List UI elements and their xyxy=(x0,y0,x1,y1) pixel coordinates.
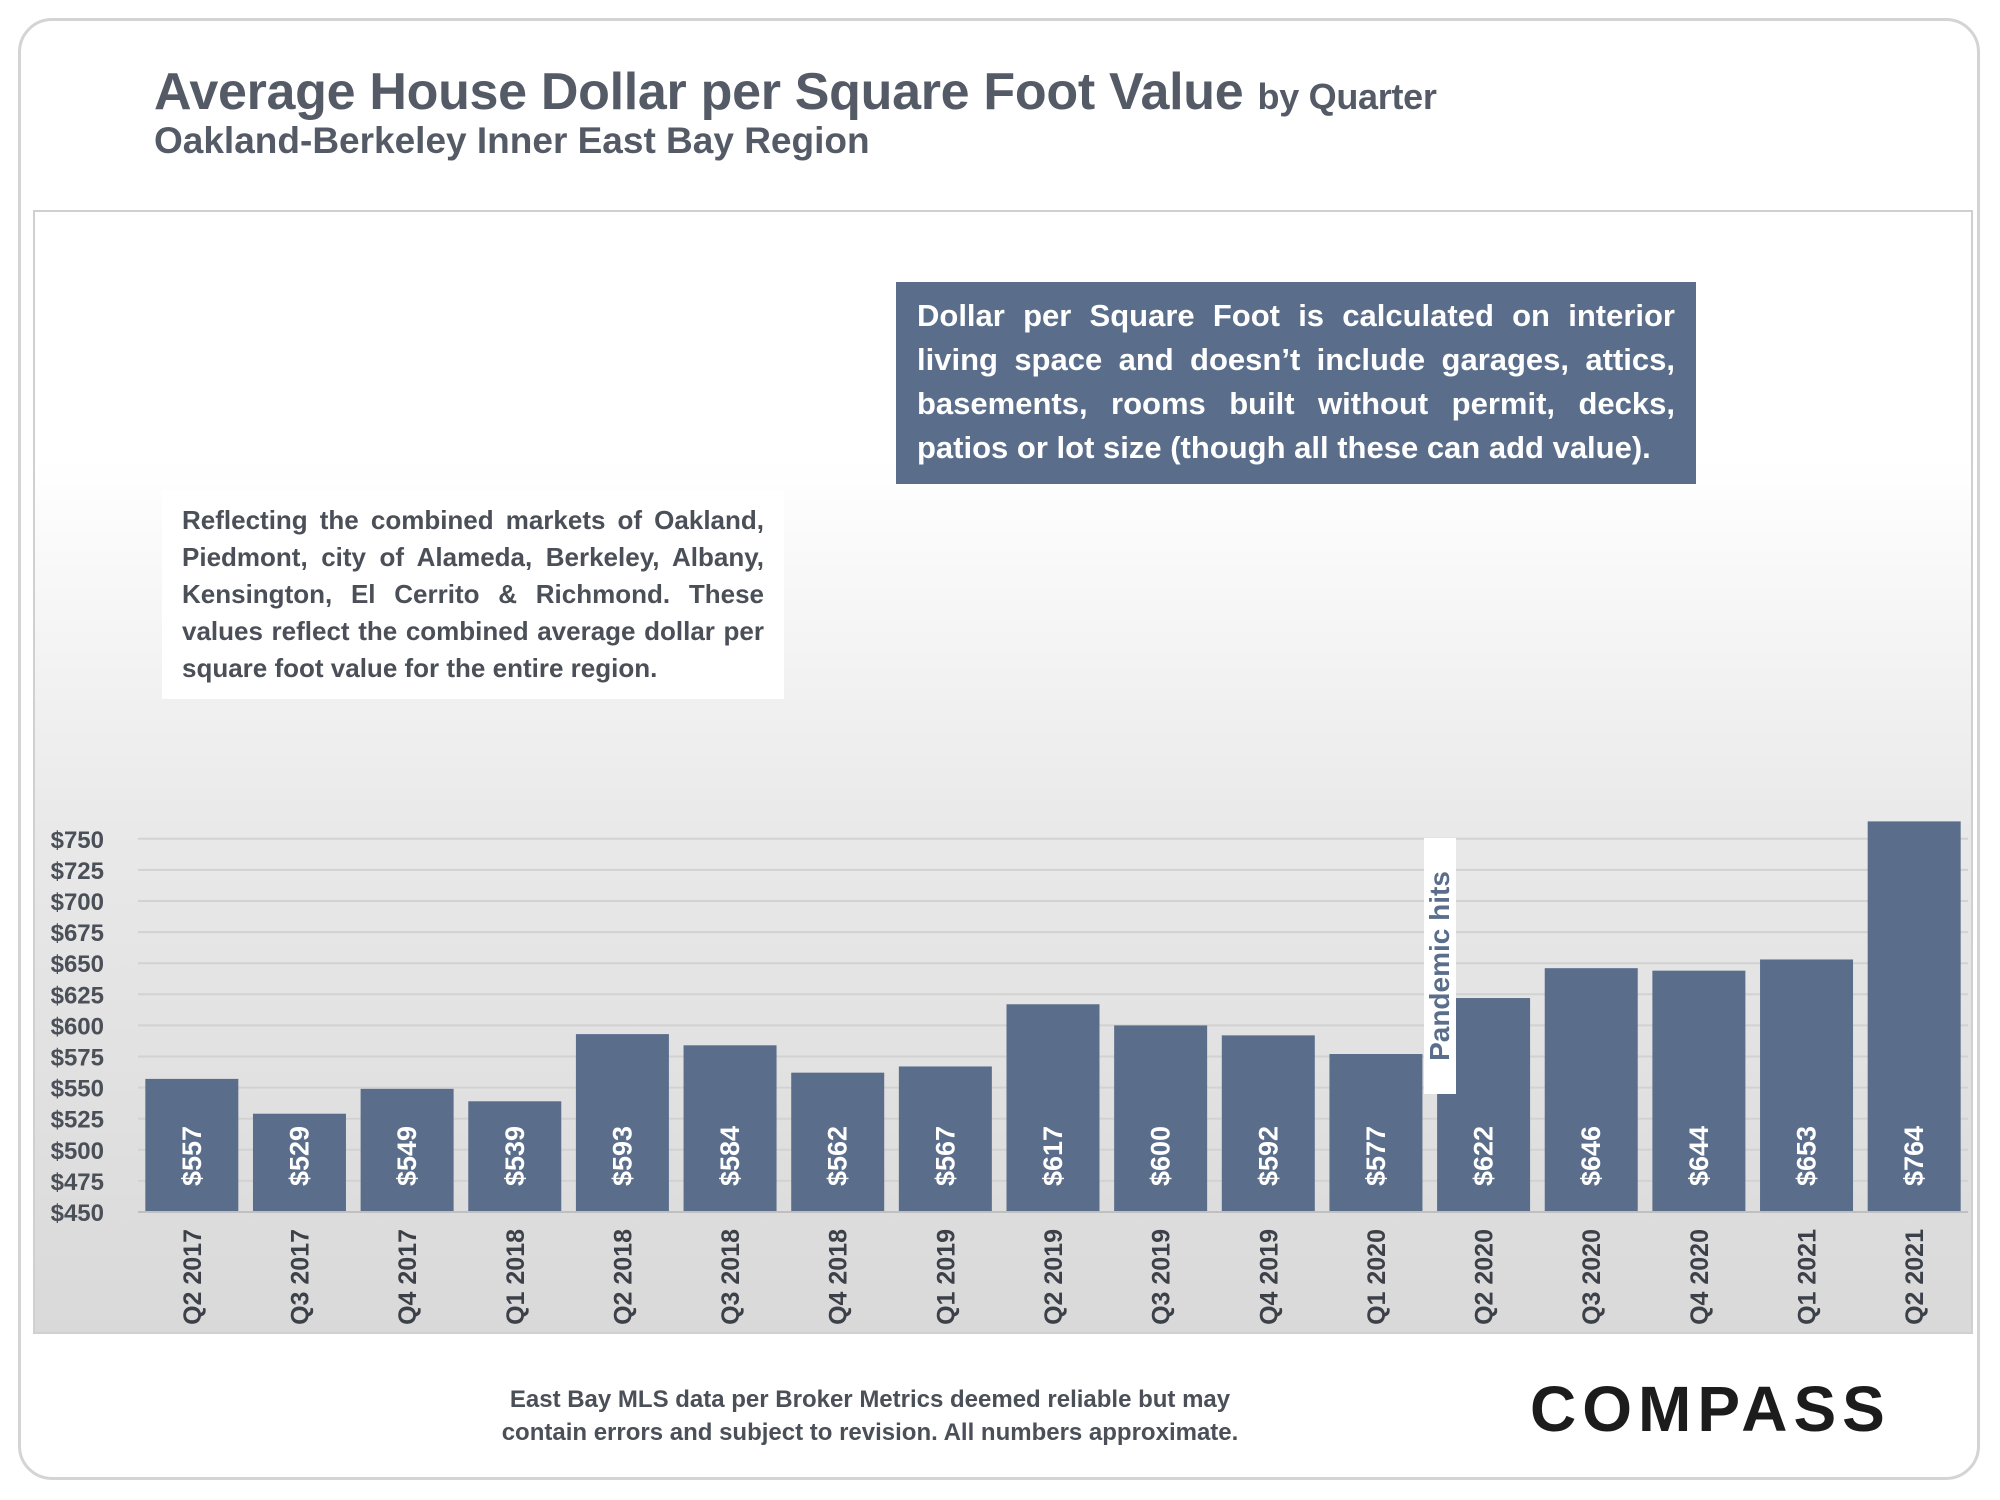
source-footnote-line2: contain errors and subject to revision. … xyxy=(501,1419,1239,1446)
bar xyxy=(683,1045,777,1212)
y-tick-label: $500 xyxy=(51,1138,104,1165)
definition-note: Dollar per Square Foot is calculated on … xyxy=(896,282,1696,484)
y-tick-label: $725 xyxy=(51,858,104,885)
markets-note: Reflecting the combined markets of Oakla… xyxy=(162,490,784,699)
y-tick-label: $550 xyxy=(51,1076,104,1103)
x-tick-label: Q4 2018 xyxy=(825,1229,853,1325)
x-tick-label: Q1 2018 xyxy=(502,1229,530,1325)
chart-subtitle: Oakland-Berkeley Inner East Bay Region xyxy=(154,120,870,161)
y-tick-label: $675 xyxy=(51,920,104,947)
x-tick-label: Q1 2020 xyxy=(1363,1229,1391,1325)
y-tick-label: $625 xyxy=(51,982,104,1009)
x-tick-label: Q4 2020 xyxy=(1686,1229,1714,1325)
bar xyxy=(1221,1035,1315,1212)
bar xyxy=(1760,959,1854,1212)
x-tick-label: Q2 2021 xyxy=(1901,1229,1929,1325)
x-tick-label: Q1 2019 xyxy=(932,1229,960,1325)
bar-value-label: $646 xyxy=(1576,1126,1606,1186)
bar xyxy=(252,1113,346,1212)
bar xyxy=(1329,1054,1423,1212)
bar-value-label: $549 xyxy=(392,1126,422,1186)
y-tick-label: $475 xyxy=(51,1169,104,1196)
bar-value-label: $529 xyxy=(284,1126,314,1186)
x-tick-label: Q3 2018 xyxy=(717,1229,745,1325)
chart-title: Average House Dollar per Square Foot Val… xyxy=(154,62,1437,122)
bar-value-label: $593 xyxy=(607,1126,637,1186)
bar xyxy=(1652,970,1746,1212)
bar xyxy=(1006,1004,1100,1212)
bar xyxy=(468,1101,562,1212)
x-tick-label: Q2 2019 xyxy=(1040,1229,1068,1325)
bar xyxy=(145,1078,239,1212)
y-tick-label: $525 xyxy=(51,1107,104,1134)
bar-value-label: $562 xyxy=(823,1126,853,1186)
bar-value-label: $539 xyxy=(500,1126,530,1186)
y-tick-label: $650 xyxy=(51,951,104,978)
bar-value-label: $577 xyxy=(1361,1126,1391,1186)
x-tick-label: Q3 2019 xyxy=(1148,1229,1176,1325)
bar xyxy=(575,1034,669,1212)
y-tick-label: $575 xyxy=(51,1045,104,1072)
x-tick-label: Q4 2019 xyxy=(1255,1229,1283,1325)
x-tick-label: Q3 2020 xyxy=(1578,1229,1606,1325)
bar xyxy=(1114,1025,1208,1212)
pandemic-annotation: Pandemic hits xyxy=(1424,838,1456,1094)
x-tick-label: Q2 2018 xyxy=(609,1229,637,1325)
x-tick-label: Q2 2020 xyxy=(1471,1229,1499,1325)
x-tick-label: Q4 2017 xyxy=(394,1229,422,1325)
bar-value-label: $644 xyxy=(1684,1126,1714,1186)
bar xyxy=(1867,821,1961,1212)
bar-value-label: $764 xyxy=(1899,1126,1929,1186)
source-footnote-line1: East Bay MLS data per Broker Metrics dee… xyxy=(509,1386,1231,1413)
chart-title-suffix: by Quarter xyxy=(1257,76,1437,117)
bar xyxy=(791,1072,885,1212)
x-tick-label: Q2 2017 xyxy=(179,1229,207,1325)
bar-value-label: $584 xyxy=(715,1126,745,1186)
bar-value-label: $653 xyxy=(1792,1126,1822,1186)
bar-value-label: $567 xyxy=(930,1126,960,1186)
bar xyxy=(1544,968,1638,1212)
bar-value-label: $622 xyxy=(1469,1126,1499,1186)
y-tick-label: $600 xyxy=(51,1013,104,1040)
bar-value-label: $600 xyxy=(1146,1126,1176,1186)
bar-value-label: $592 xyxy=(1253,1126,1283,1186)
y-tick-label: $700 xyxy=(51,889,104,916)
bar-value-label: $617 xyxy=(1038,1126,1068,1186)
compass-logo: COMPASS xyxy=(1530,1373,1891,1445)
bar-value-label: $557 xyxy=(177,1126,207,1186)
bar xyxy=(898,1066,992,1212)
chart-title-main: Average House Dollar per Square Foot Val… xyxy=(154,63,1244,121)
y-tick-label: $450 xyxy=(51,1200,104,1227)
y-tick-label: $750 xyxy=(51,827,104,854)
x-tick-label: Q1 2021 xyxy=(1794,1229,1822,1325)
x-tick-label: Q3 2017 xyxy=(286,1229,314,1325)
bar xyxy=(360,1088,454,1212)
source-footnote: East Bay MLS data per Broker Metrics dee… xyxy=(470,1383,1270,1449)
pandemic-annotation-label: Pandemic hits xyxy=(1424,871,1455,1061)
